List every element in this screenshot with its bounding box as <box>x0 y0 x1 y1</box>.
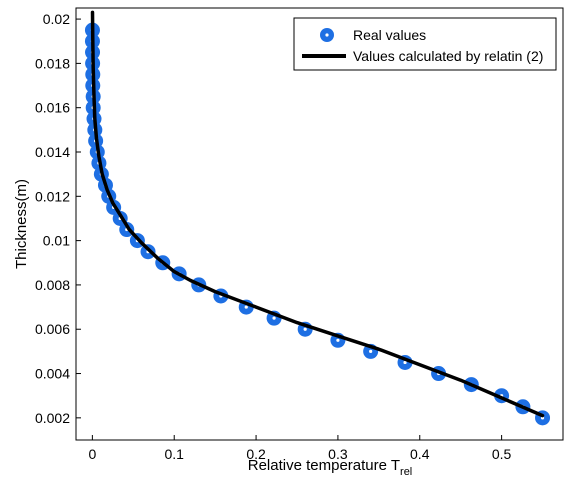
y-axis-title: Thickness(m) <box>13 179 30 269</box>
x-tick-label: 0.2 <box>246 446 266 462</box>
calculated-values-line <box>90 10 545 418</box>
x-axis-title-main: Relative temperature T <box>248 457 400 474</box>
y-tick-label: 0.016 <box>35 100 70 116</box>
legend: Real values Values calculated by relatin… <box>293 17 557 71</box>
x-axis-title-subscript: rel <box>400 466 412 478</box>
y-tick-label: 0.018 <box>35 55 70 71</box>
legend-box <box>293 17 557 71</box>
x-tick-label: 0.1 <box>164 446 184 462</box>
y-tick-label: 0.006 <box>35 321 70 337</box>
x-tick-label: 0.5 <box>492 446 512 462</box>
x-tick-label: 0.3 <box>328 446 348 462</box>
y-tick-label: 0.002 <box>35 410 70 426</box>
y-tick-label: 0.012 <box>35 188 70 204</box>
plot-frame <box>75 7 564 441</box>
x-tick-label: 0.4 <box>410 446 430 462</box>
y-axis-ticks: 0.002 0.004 0.006 0.008 0.01 0.012 0.014 0.016 0… <box>35 11 81 426</box>
plot-area <box>84 10 551 426</box>
y-tick-label: 0.004 <box>35 366 70 382</box>
legend-label-real-values: Real values <box>353 27 426 43</box>
x-tick-label: 0 <box>88 446 96 462</box>
y-tick-label: 0.02 <box>43 11 70 27</box>
legend-label-calculated: Values calculated by relatin (2) <box>353 48 543 64</box>
legend-marker-real-values-dot <box>325 33 329 37</box>
x-axis-title: Relative temperature Trel <box>248 457 413 478</box>
y-tick-label: 0.014 <box>35 144 70 160</box>
y-tick-label: 0.008 <box>35 277 70 293</box>
x-axis-ticks: 0 0.1 0.2 0.3 0.4 0.5 <box>88 435 512 462</box>
y-tick-label: 0.01 <box>43 233 70 249</box>
